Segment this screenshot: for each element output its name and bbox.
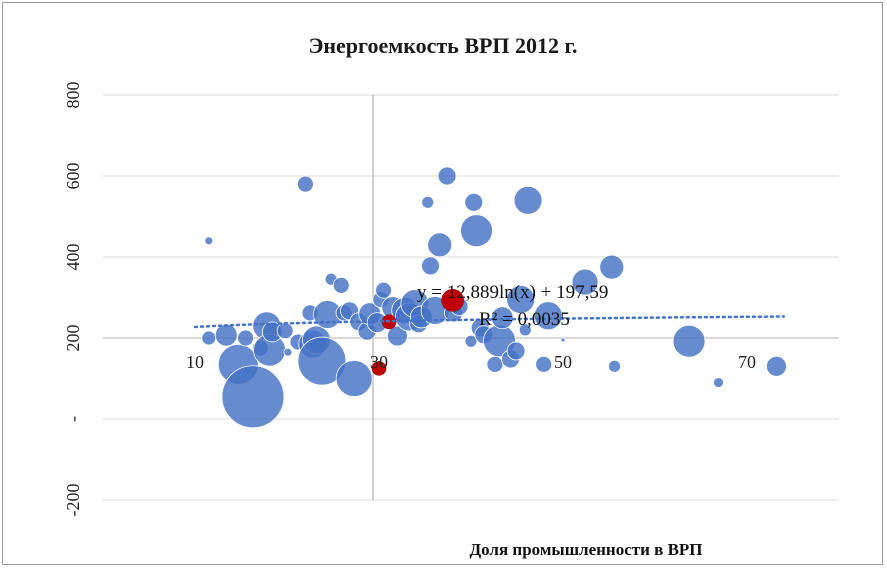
y-tick-label: 800 [63,82,83,109]
bubble [506,285,536,314]
trendline-r2: R² = 0,0035 [479,309,570,330]
bubble [437,166,457,186]
bubble [237,329,255,347]
x-axis-label: Доля промышленности в ВРП [469,540,702,559]
x-tick-label: 10 [186,352,204,372]
y-tick-label: - [63,416,83,422]
bubble [375,281,393,299]
bubble [535,355,553,373]
bubble [421,195,435,209]
bubble [296,175,314,193]
bubble [335,360,373,397]
bubble [297,336,347,386]
bubble [506,341,526,361]
bubble [713,377,724,388]
bubble [533,301,563,331]
x-tick-label: 70 [738,352,756,372]
y-tick-label: 400 [63,244,83,271]
y-tick-label: -200 [63,484,83,517]
bubble [276,322,294,340]
trendline-path [193,315,786,329]
bubble [486,355,504,373]
bubbles [201,166,787,429]
bubble [204,236,214,246]
bubble [332,276,350,294]
bubble [464,192,484,212]
chart-title: Энергоемкость ВРП 2012 г. [308,33,577,58]
y-tick-label: 600 [63,163,83,190]
bubble [518,323,532,337]
bubble [201,330,217,346]
bubble [571,268,599,296]
bubble [214,323,238,347]
highlight-bubble [441,289,464,312]
bubble [672,324,706,358]
x-tick-label: 30 [370,352,388,372]
bubble [560,337,566,343]
highlight-bubble [371,361,387,376]
bubble [490,306,514,330]
trendline [193,315,786,329]
tick-labels: 800 600 400 200 - -200 10 30 50 70 [63,82,756,517]
bubble [513,185,543,215]
bubble [386,325,408,347]
bubble [460,214,493,248]
bubble [766,355,787,377]
bubble [599,254,625,280]
bubble [608,359,621,373]
bubble [464,334,478,348]
bubble [221,365,285,429]
trendline-equation: y = 12,889ln(x) + 197,59 [417,282,608,303]
y-tick-label: 200 [63,325,83,352]
bubble [427,232,453,258]
scatter-chart: 800 600 400 200 - -200 10 30 50 70 Энергоемкость … [63,33,839,559]
x-tick-label: 50 [554,352,572,372]
bubble [283,347,293,357]
bubble [421,256,440,276]
